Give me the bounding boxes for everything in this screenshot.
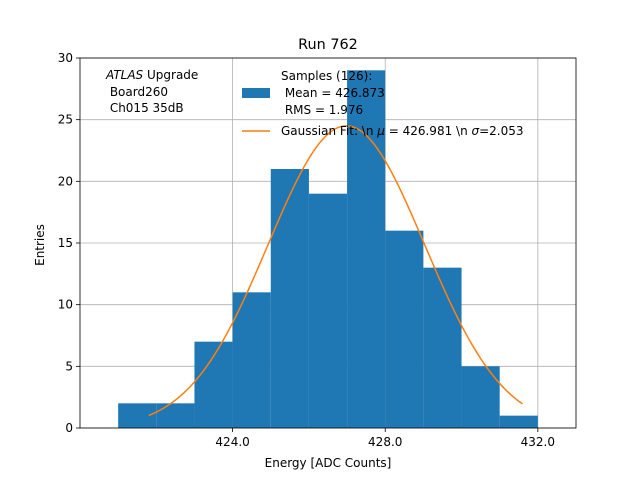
histogram-bar xyxy=(270,169,309,428)
x-tick-label: 424.0 xyxy=(215,435,249,449)
histogram-bars xyxy=(118,70,538,428)
axis-ticks: 424.0 428.0 432.0 0 5 10 15 20 25 30 xyxy=(58,51,555,449)
fit-curve xyxy=(148,125,524,417)
annotation-line-2: Board260 xyxy=(106,85,168,99)
y-tick-label: 10 xyxy=(58,298,73,312)
legend-hist-label-line-3: RMS = 1.976 xyxy=(281,103,363,117)
legend-hist-label-line-1: Samples (126): xyxy=(281,69,372,83)
histogram-bar xyxy=(499,415,538,428)
histogram-bar xyxy=(194,341,233,428)
y-axis-label: Entries xyxy=(33,224,47,266)
legend-fit-label: Gaussian Fit: \n μ = 426.981 \n σ=2.053 xyxy=(281,124,524,138)
annotation-line-3: Ch015 35dB xyxy=(106,101,184,115)
annotation-atlas: ATLAS xyxy=(105,68,144,82)
legend: Samples (126): Mean = 426.873 RMS = 1.97… xyxy=(242,69,524,138)
y-tick-label: 30 xyxy=(58,51,73,65)
histogram-bar xyxy=(232,292,271,428)
histogram-bar xyxy=(347,70,386,428)
annotation-line-1: ATLAS Upgrade xyxy=(105,68,198,82)
histogram-bar xyxy=(156,403,195,428)
histogram-bar xyxy=(461,366,500,428)
legend-fit-prefix: Gaussian Fit: \n xyxy=(281,124,377,138)
y-tick-label: 0 xyxy=(65,421,73,435)
histogram-bar xyxy=(385,230,424,428)
atlas-annotation: ATLAS Upgrade Board260 Ch015 35dB xyxy=(105,68,198,115)
legend-fit-sigma: σ xyxy=(472,124,480,138)
legend-hist-label-line-2: Mean = 426.873 xyxy=(281,86,385,100)
annotation-upgrade: Upgrade xyxy=(143,68,198,82)
x-tick-label: 432.0 xyxy=(521,435,555,449)
y-tick-label: 25 xyxy=(58,113,73,127)
histogram-bar xyxy=(308,193,348,428)
gaussian-fit xyxy=(148,125,524,417)
histogram-bar xyxy=(423,267,462,428)
histogram-bar xyxy=(118,403,157,428)
legend-fit-mu: μ xyxy=(376,124,385,138)
chart-title: Run 762 xyxy=(298,37,358,53)
legend-hist-swatch xyxy=(242,88,270,98)
y-tick-label: 15 xyxy=(58,236,73,250)
legend-fit-mid: = 426.981 \n xyxy=(385,124,472,138)
y-tick-label: 5 xyxy=(65,359,73,373)
legend-fit-suffix: =2.053 xyxy=(479,124,523,138)
x-axis-label: Energy [ADC Counts] xyxy=(265,456,392,470)
y-tick-label: 20 xyxy=(58,174,73,188)
x-tick-label: 428.0 xyxy=(368,435,402,449)
